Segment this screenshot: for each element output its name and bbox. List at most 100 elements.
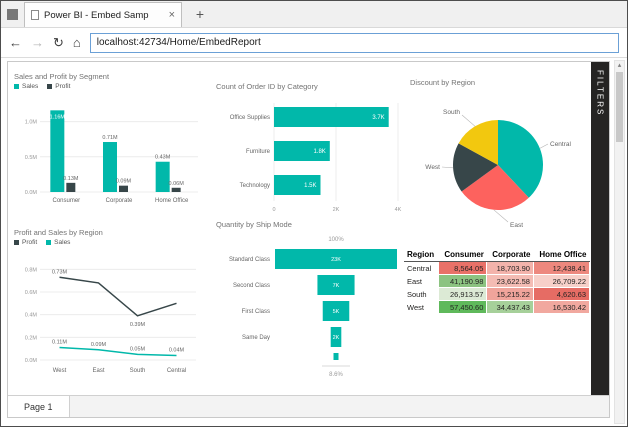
bar[interactable] — [171, 187, 181, 192]
visual-quantity-by-ship-mode[interactable]: Quantity by Ship Mode 100% Standard Class… — [214, 220, 408, 384]
column-header[interactable]: Corporate — [486, 248, 534, 262]
chart-text: 0.0M — [25, 190, 38, 196]
column-header[interactable]: Region — [404, 248, 439, 262]
table-row[interactable]: West 57,450.60 34,437.43 16,530.42 — [404, 300, 591, 314]
chart-text: 0.43M — [155, 155, 171, 161]
bar[interactable] — [103, 142, 117, 192]
value-cell: 26,709.22 — [532, 274, 591, 288]
chart-text: Consumer — [52, 198, 80, 204]
chart-text: 2K — [333, 335, 340, 341]
chart-text: First Class — [242, 309, 270, 315]
chart-text: Central — [550, 141, 572, 148]
column-header[interactable]: Home Office — [533, 248, 590, 262]
line-series[interactable] — [59, 276, 177, 317]
leader-line — [539, 143, 549, 149]
chart-text: 1.5K — [304, 183, 316, 189]
chart-text: Home Office — [155, 198, 189, 204]
table-row[interactable]: South 26,913.57 15,215.22 4,620.63 — [404, 287, 591, 301]
chart-text: 0 — [272, 207, 275, 213]
chart-text: Technology — [240, 183, 270, 189]
funnel-bar[interactable] — [317, 275, 355, 295]
visual-discount-by-region[interactable]: Discount by Region Central East West South — [408, 78, 588, 236]
chart-title: Discount by Region — [410, 78, 476, 87]
value-cell: 18,703.90 — [486, 261, 534, 275]
funnel-bar[interactable] — [322, 301, 350, 321]
page-icon — [31, 10, 39, 20]
pie-slice-south[interactable] — [458, 120, 498, 165]
back-icon[interactable]: ← — [9, 35, 22, 50]
bar[interactable] — [50, 110, 65, 192]
vertical-scrollbar[interactable]: ▴ — [614, 60, 625, 424]
filters-pane[interactable]: FILTERS — [591, 62, 609, 395]
value-cell: 34,437.43 — [486, 300, 534, 314]
chart-text: 0.5M — [25, 155, 38, 161]
funnel-bar[interactable] — [330, 327, 342, 347]
url-text: localhost:42734/Home/EmbedReport — [96, 37, 261, 48]
chart-text: 4K — [395, 207, 402, 213]
chart-text: 7K — [333, 283, 340, 289]
chart-text: Corporate — [106, 198, 133, 204]
visual-profit-and-sales-by-region[interactable]: Profit and Sales by Region Profit Sales 0… — [12, 228, 208, 380]
table-row[interactable]: East 41,190.98 23,622.58 26,709.22 — [404, 274, 591, 288]
bar[interactable] — [119, 185, 128, 192]
bar[interactable] — [274, 141, 330, 161]
line-series[interactable] — [59, 346, 177, 357]
chart-text: 1.8K — [313, 149, 325, 155]
legend-item[interactable]: Sales — [46, 239, 70, 246]
chart-title: Quantity by Ship Mode — [216, 220, 292, 229]
chart-title: Count of Order ID by Category — [216, 82, 318, 91]
home-icon[interactable]: ⌂ — [72, 35, 81, 50]
region-cell: West — [407, 302, 424, 312]
visual-sales-profit-by-segment[interactable]: Sales and Profit by Segment Sales Profit … — [12, 72, 208, 222]
chart-text: Standard Class — [229, 257, 270, 263]
funnel-chart: 100% Standard Class 23K Second Class 7K First… — [229, 237, 397, 378]
chart-text: 23K — [331, 257, 341, 263]
refresh-icon[interactable]: ↻ — [53, 35, 64, 50]
chart-text: East — [510, 222, 523, 229]
bar[interactable] — [274, 175, 321, 195]
visual-profit-table[interactable]: Region Consumer Corporate Home Office Centra… — [404, 248, 591, 344]
tab-close-icon[interactable]: × — [168, 9, 175, 21]
legend-item[interactable]: Profit — [14, 239, 37, 246]
funnel-bar[interactable] — [275, 249, 397, 269]
bar[interactable] — [274, 107, 389, 127]
legend-item[interactable]: Profit — [47, 83, 70, 90]
forward-icon[interactable]: → — [31, 35, 44, 50]
new-tab-button[interactable]: + — [195, 6, 205, 22]
scroll-up-icon[interactable]: ▴ — [617, 62, 622, 69]
address-bar[interactable]: localhost:42734/Home/EmbedReport — [89, 32, 619, 53]
scrollbar-thumb[interactable] — [616, 72, 623, 142]
value-cell: 23,622.58 — [486, 274, 534, 288]
bar[interactable] — [155, 161, 170, 192]
pie-slice-west[interactable] — [453, 143, 498, 192]
bar[interactable] — [66, 182, 76, 192]
legend-item[interactable]: Sales — [14, 83, 38, 90]
chart-text: 0.6M — [25, 290, 38, 296]
chart-text: 0.4M — [25, 313, 38, 319]
browser-tab[interactable]: Power BI - Embed Samp × — [24, 2, 182, 27]
legend-label: Profit — [22, 239, 38, 246]
visual-count-of-order-id-by-category[interactable]: Count of Order ID by Category 0 2K 4K Offic… — [214, 82, 408, 220]
chart-text: 2K — [333, 207, 340, 213]
chart-text: 3.7K — [372, 115, 384, 121]
leader-line — [461, 114, 476, 127]
chart-text: 8.6% — [329, 372, 343, 378]
chart-text: Office Supplies — [230, 115, 270, 121]
browser-toolbar: ← → ↻ ⌂ localhost:42734/Home/EmbedReport — [1, 28, 627, 58]
window-icon — [7, 8, 18, 20]
chart-text: 0.13M — [63, 176, 79, 182]
chart-text: South — [443, 109, 460, 116]
chart-text: 0.71M — [102, 135, 118, 141]
chart-text: South — [130, 368, 146, 374]
column-header[interactable]: Consumer — [438, 248, 487, 262]
page-tab[interactable]: Page 1 — [8, 396, 70, 417]
chart-title: Sales and Profit by Segment — [14, 72, 110, 81]
line-chart: 0.0M 0.2M 0.4M 0.6M 0.8M West East South Central… — [25, 267, 196, 374]
browser-content: Sales and Profit by Segment Sales Profit … — [1, 58, 627, 426]
table-row[interactable]: Central 8,564.05 18,703.90 12,438.41 — [404, 261, 591, 275]
region-cell: Central — [407, 263, 432, 273]
region-cell: South — [407, 289, 427, 299]
pie-slice-central[interactable] — [498, 120, 543, 198]
pie-slice-east[interactable] — [461, 165, 529, 210]
